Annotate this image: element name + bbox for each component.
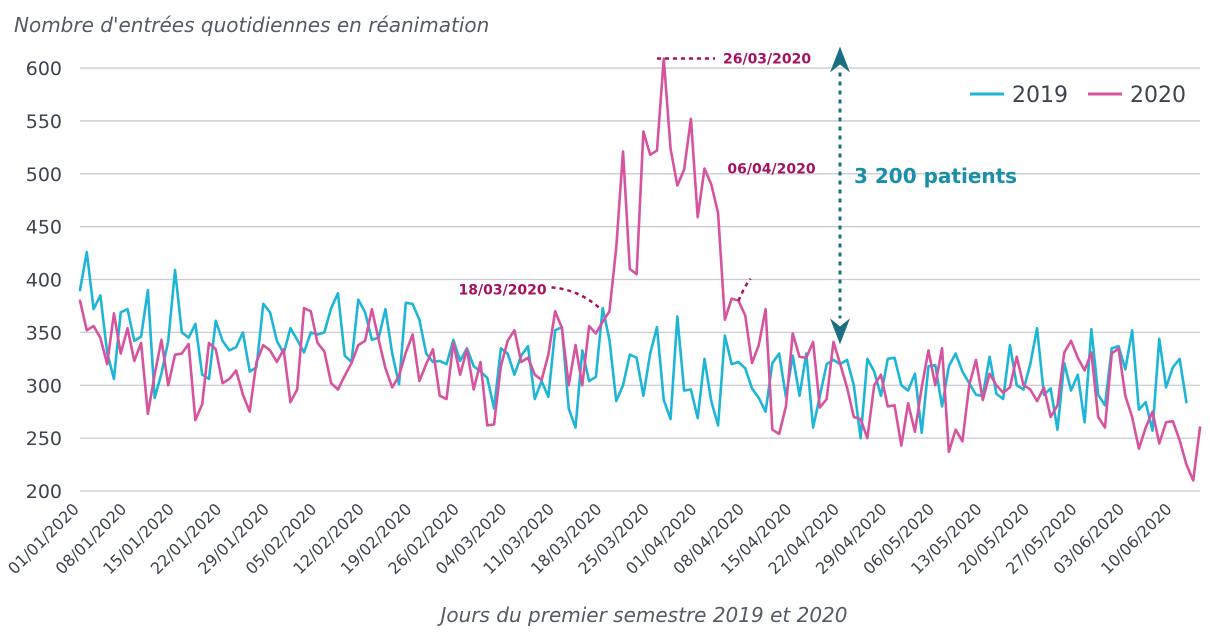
y-axis: 200 250 300 350 400 450 500 550 600 bbox=[26, 58, 62, 503]
y-axis-title: Nombre d'entrées quotidiennes en réanima… bbox=[14, 13, 489, 37]
y-tick-250: 250 bbox=[26, 428, 62, 450]
annotation-line-start bbox=[550, 286, 600, 309]
y-tick-600: 600 bbox=[26, 58, 62, 80]
y-tick-200: 200 bbox=[26, 481, 62, 503]
y-tick-300: 300 bbox=[26, 375, 62, 397]
y-tick-500: 500 bbox=[26, 164, 62, 186]
patients-annotation-label: 3 200 patients bbox=[854, 164, 1017, 188]
y-tick-450: 450 bbox=[26, 217, 62, 239]
legend-label-2019: 2019 bbox=[1012, 83, 1068, 108]
y-tick-400: 400 bbox=[26, 270, 62, 292]
legend: 2019 2020 bbox=[970, 83, 1186, 108]
annotation-line-end bbox=[737, 277, 752, 302]
gridlines bbox=[80, 67, 1200, 492]
patients-arrow-head-down bbox=[830, 318, 850, 345]
annotation-start-date: 18/03/2020 bbox=[459, 282, 547, 298]
legend-label-2020: 2020 bbox=[1130, 83, 1186, 108]
annotation-end-date: 06/04/2020 bbox=[727, 162, 815, 178]
y-tick-350: 350 bbox=[26, 322, 62, 344]
y-tick-550: 550 bbox=[26, 111, 62, 133]
x-axis: 01/01/202008/01/202015/01/202022/01/2020… bbox=[4, 499, 1175, 578]
series-line-2019 bbox=[78, 250, 1188, 440]
annotations: 26/03/2020 18/03/2020 06/04/2020 3 200 pati… bbox=[459, 46, 1017, 345]
series-line-2020 bbox=[78, 57, 1202, 482]
patients-arrow-head-up bbox=[830, 46, 850, 73]
x-axis-title: Jours du premier semestre 2019 et 2020 bbox=[436, 603, 847, 627]
annotation-peak-date: 26/03/2020 bbox=[723, 52, 811, 68]
series-lines bbox=[78, 57, 1202, 482]
